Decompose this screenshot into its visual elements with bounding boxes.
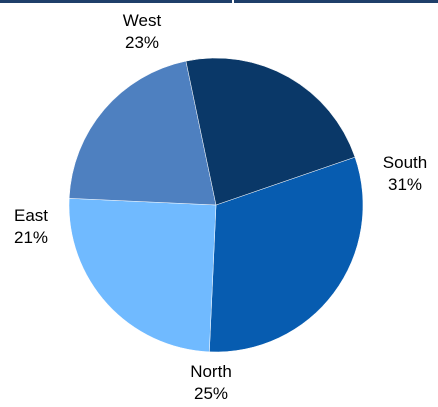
slice-label-east-name: East	[14, 206, 48, 225]
pie-slice-south	[209, 156, 364, 353]
slice-label-west-name: West	[123, 11, 162, 30]
pie-slice-west	[185, 57, 356, 206]
top-band-notch	[232, 0, 234, 3]
slice-label-north-value: 25%	[194, 384, 228, 403]
slice-label-north-name: North	[190, 362, 232, 381]
top-band	[0, 0, 438, 3]
slice-label-east-value: 21%	[14, 228, 48, 247]
pie-slice-east	[68, 60, 217, 206]
slice-label-south-value: 31%	[388, 175, 422, 194]
slice-label-west-value: 23%	[125, 33, 159, 52]
slice-label-south-name: South	[383, 153, 427, 172]
pie-slice-north	[68, 198, 217, 353]
pie-slices	[68, 57, 364, 353]
pie-labels: South 31% North 25% East 21% West 23%	[14, 11, 427, 403]
